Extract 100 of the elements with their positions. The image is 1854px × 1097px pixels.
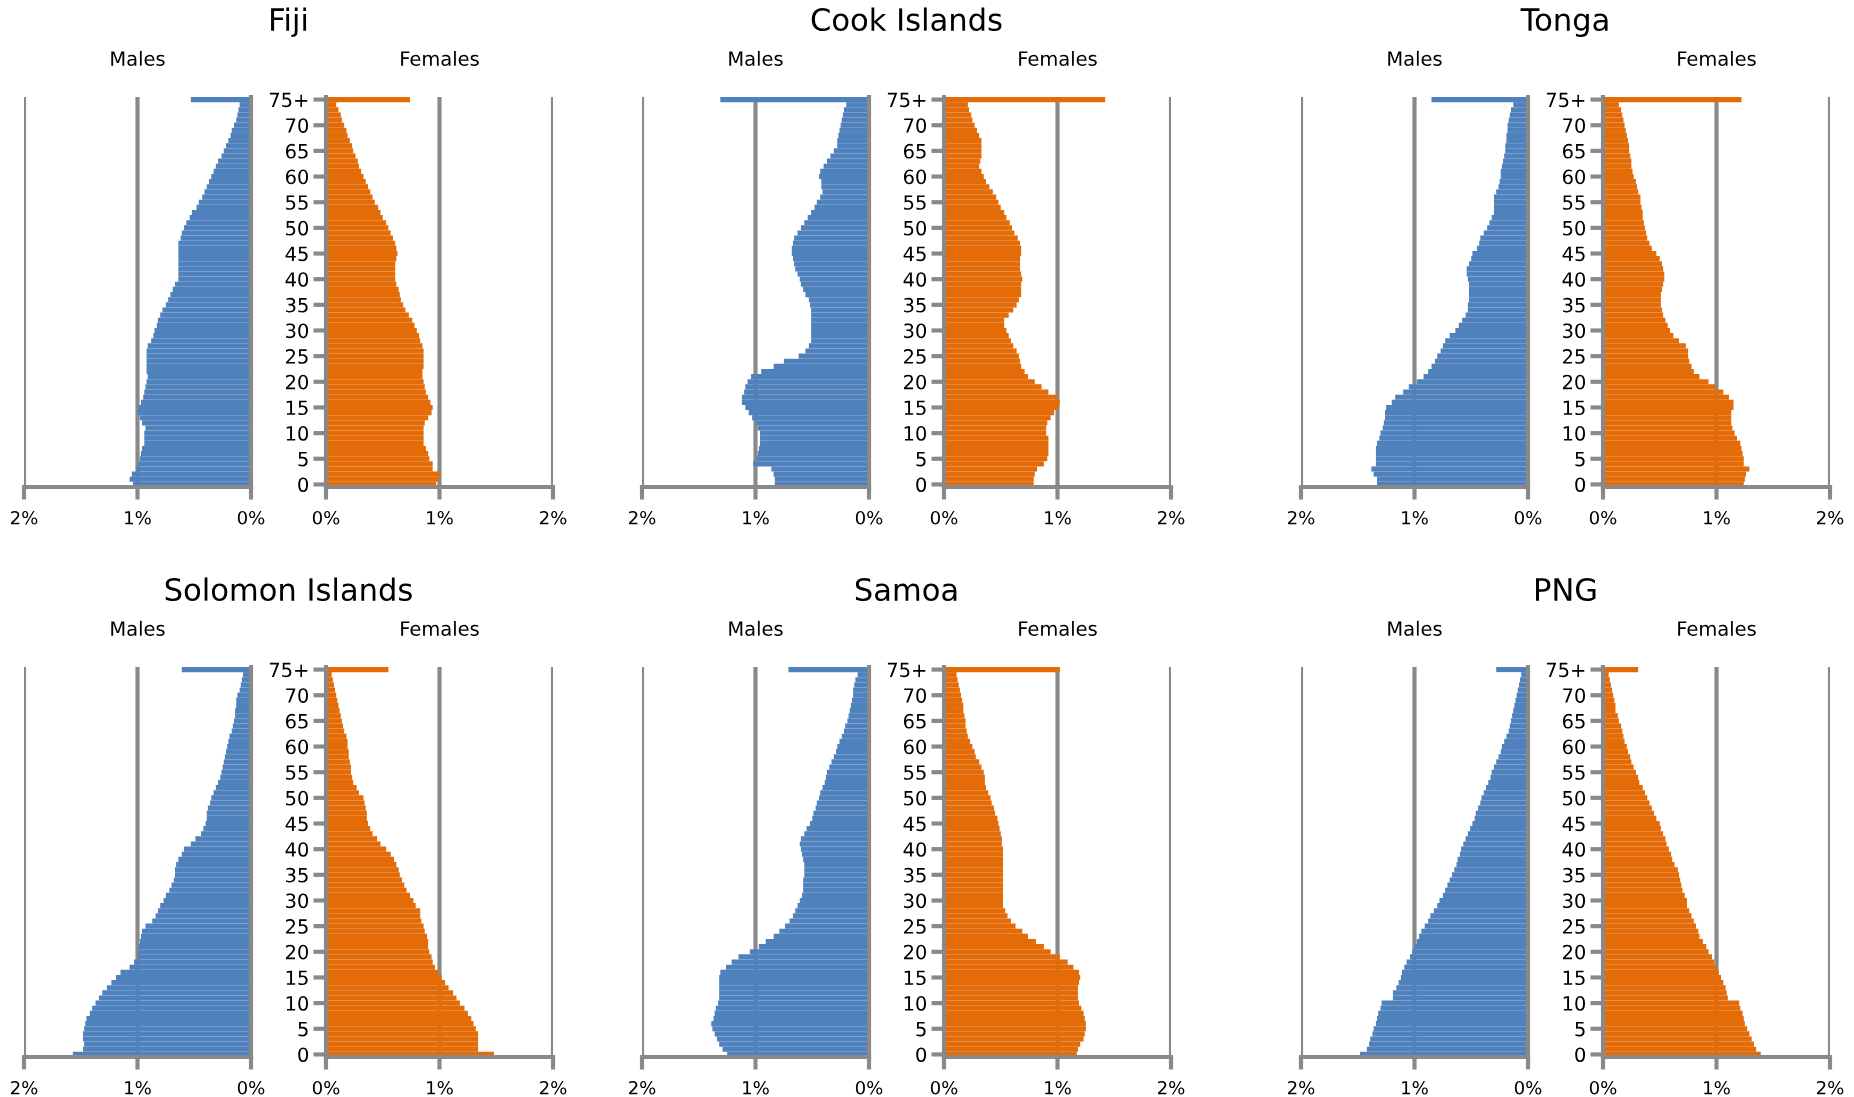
x-tick-label: 0% bbox=[930, 1080, 958, 1095]
y-tick-label: 10 bbox=[904, 426, 927, 441]
y-tick-label: 45 bbox=[903, 816, 926, 832]
y-tick-label: 10 bbox=[286, 426, 309, 441]
y-tick-label: 65 bbox=[1562, 143, 1585, 159]
y-tick-label: 70 bbox=[904, 688, 927, 703]
y-tick-label: 20 bbox=[904, 374, 927, 390]
y-tick-label: 40 bbox=[903, 842, 927, 857]
y-tick-label: 60 bbox=[1562, 169, 1586, 185]
y-tick-label: 20 bbox=[286, 374, 309, 390]
chart-subtitle: Males bbox=[1388, 620, 1442, 636]
y-tick-label: 35 bbox=[904, 867, 926, 883]
y-tick-label: 75+ bbox=[1546, 92, 1585, 108]
y-tick-label: 5 bbox=[916, 1021, 926, 1037]
y-tick-label: 75+ bbox=[269, 662, 308, 678]
x-tick-label: 1% bbox=[125, 1080, 151, 1095]
y-tick-label: 5 bbox=[1575, 1021, 1585, 1037]
x-tick-label: 1% bbox=[1704, 1080, 1730, 1095]
x-tick-label: 2% bbox=[11, 510, 38, 525]
y-tick-label: 30 bbox=[1563, 323, 1586, 339]
y-tick-label: 25 bbox=[286, 919, 308, 934]
x-tick-label: 2% bbox=[1288, 510, 1315, 525]
y-tick-label: 15 bbox=[286, 400, 308, 416]
y-tick-label: 15 bbox=[904, 400, 926, 416]
y-tick-label: 65 bbox=[903, 713, 926, 729]
x-tick-label: 2% bbox=[629, 510, 656, 525]
y-tick-label: 20 bbox=[286, 944, 309, 960]
y-tick-label: 55 bbox=[904, 765, 926, 780]
y-tick-label: 50 bbox=[904, 790, 927, 806]
y-tick-label: 0 bbox=[1575, 1047, 1586, 1063]
x-tick-label: 1% bbox=[125, 510, 151, 525]
x-tick-label: 2% bbox=[540, 1080, 567, 1095]
chart-subtitle: Females bbox=[1678, 620, 1756, 636]
chart-subtitle: Females bbox=[1678, 50, 1756, 66]
y-tick-label: 30 bbox=[904, 323, 927, 339]
y-tick-label: 70 bbox=[1563, 688, 1586, 703]
y-tick-label: 25 bbox=[1563, 919, 1585, 934]
y-tick-label: 10 bbox=[1563, 426, 1586, 441]
chart-subtitle: Males bbox=[1388, 50, 1442, 66]
y-tick-label: 10 bbox=[1563, 996, 1586, 1011]
y-tick-label: 5 bbox=[298, 451, 308, 467]
y-tick-label: 70 bbox=[286, 688, 309, 703]
y-tick-label: 45 bbox=[1562, 246, 1585, 262]
y-tick-label: 40 bbox=[285, 842, 309, 857]
y-tick-label: 25 bbox=[1563, 349, 1585, 364]
x-tick-label: 0% bbox=[312, 1080, 340, 1095]
y-tick-label: 35 bbox=[286, 867, 308, 883]
y-tick-label: 35 bbox=[1563, 867, 1585, 883]
y-tick-label: 45 bbox=[1562, 816, 1585, 832]
y-tick-label: 50 bbox=[904, 220, 927, 236]
x-tick-label: 1% bbox=[427, 510, 453, 525]
x-tick-label: 0% bbox=[237, 1080, 265, 1095]
y-tick-label: 45 bbox=[903, 246, 926, 262]
y-tick-label: 40 bbox=[903, 272, 927, 287]
chart-subtitle: Males bbox=[729, 620, 783, 636]
y-tick-label: 55 bbox=[1563, 195, 1585, 210]
chart-subtitle: Females bbox=[401, 50, 479, 66]
x-tick-label: 1% bbox=[743, 1080, 769, 1095]
chart-title: Fiji bbox=[271, 7, 307, 37]
x-tick-label: 2% bbox=[1288, 1080, 1315, 1095]
y-tick-label: 55 bbox=[1563, 765, 1585, 780]
y-tick-label: 60 bbox=[1562, 739, 1586, 755]
y-tick-label: 70 bbox=[904, 118, 927, 133]
y-tick-label: 60 bbox=[903, 169, 927, 185]
y-tick-label: 65 bbox=[903, 143, 926, 159]
y-tick-label: 0 bbox=[1575, 477, 1586, 493]
y-tick-label: 5 bbox=[298, 1021, 308, 1037]
y-tick-label: 65 bbox=[285, 713, 308, 729]
y-tick-label: 0 bbox=[298, 1047, 309, 1063]
y-tick-label: 45 bbox=[285, 246, 308, 262]
x-tick-label: 2% bbox=[1158, 510, 1185, 525]
x-tick-label: 1% bbox=[1045, 1080, 1071, 1095]
y-tick-label: 0 bbox=[298, 477, 309, 493]
y-tick-label: 55 bbox=[286, 765, 308, 780]
x-tick-label: 2% bbox=[540, 510, 567, 525]
x-tick-label: 1% bbox=[743, 510, 769, 525]
y-tick-label: 15 bbox=[904, 970, 926, 986]
chart-subtitle: Females bbox=[1019, 50, 1097, 66]
y-tick-label: 65 bbox=[285, 143, 308, 159]
chart-title: Solomon Islands bbox=[165, 577, 412, 602]
x-tick-label: 0% bbox=[1589, 1080, 1617, 1095]
x-tick-label: 0% bbox=[1589, 510, 1617, 525]
y-tick-label: 55 bbox=[286, 195, 308, 210]
y-tick-label: 40 bbox=[1562, 842, 1586, 857]
y-tick-label: 50 bbox=[1563, 220, 1586, 236]
y-tick-label: 75+ bbox=[887, 662, 926, 678]
y-tick-label: 30 bbox=[286, 323, 309, 339]
x-tick-label: 1% bbox=[1045, 510, 1071, 525]
y-tick-label: 60 bbox=[903, 739, 927, 755]
y-tick-label: 5 bbox=[1575, 451, 1585, 467]
y-tick-label: 70 bbox=[286, 118, 309, 133]
x-tick-label: 0% bbox=[237, 510, 265, 525]
x-tick-label: 0% bbox=[312, 510, 340, 525]
y-tick-label: 40 bbox=[1562, 272, 1586, 287]
y-tick-label: 40 bbox=[285, 272, 309, 287]
y-tick-label: 35 bbox=[904, 297, 926, 313]
y-tick-label: 60 bbox=[285, 739, 309, 755]
y-tick-label: 35 bbox=[286, 297, 308, 313]
y-tick-label: 20 bbox=[1563, 944, 1586, 960]
y-tick-label: 75+ bbox=[269, 92, 308, 108]
